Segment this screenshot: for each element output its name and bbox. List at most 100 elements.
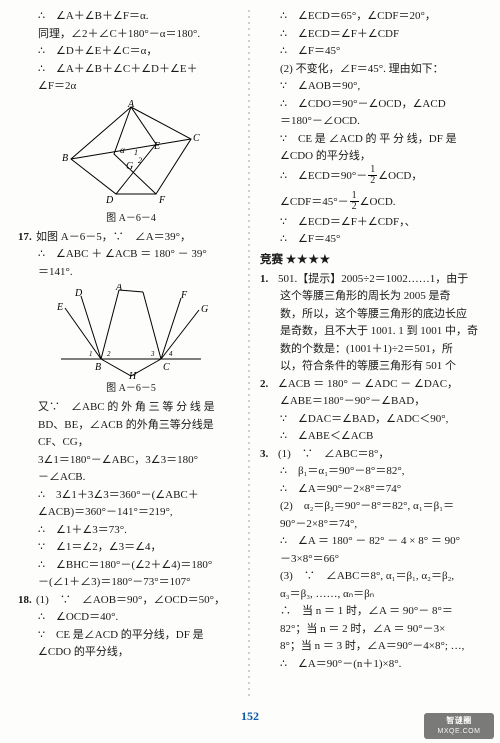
fig2-label-H: H — [128, 371, 137, 379]
fig2-label-4: 4 — [169, 350, 173, 358]
item-number: 17. — [18, 229, 36, 246]
text-line-frac: ∠CDF＝45°－12∠OCD. — [260, 192, 482, 213]
fig2-label-1: 1 — [89, 350, 93, 358]
fig1-label-D: D — [105, 195, 114, 206]
text-line: ∠ACB ＝ 180° － ∠ADC － ∠DAC， — [278, 378, 458, 390]
text-line: α₃＝β₃, ……, αₙ＝βₙ — [260, 586, 482, 603]
item-number: 2. — [260, 376, 278, 393]
fig1-label-B: B — [62, 153, 68, 164]
text-line: ∴ ∠A＝90°－2×8°＝74° — [260, 481, 482, 498]
contest-1: 1.501.【提示】2005÷2＝1002……1，由于 — [260, 271, 482, 288]
contest-2: 2.∠ACB ＝ 180° － ∠ADC － ∠DAC， — [260, 376, 482, 393]
text-line: 又∵ ∠ABC 的 外 角 三 等 分 线 是 — [18, 399, 244, 416]
text-line: ∴ ∠A＋∠B＋∠C＋∠D＋∠E＋ — [18, 61, 244, 78]
fig1-label-C: C — [193, 133, 200, 144]
text-fragment: ∴ ∠ECD＝90°－ — [280, 170, 367, 182]
text-line: ∴ β₁＝α₁＝90°－8°＝82°, — [260, 463, 482, 480]
text-fragment: ∠OCD， — [378, 170, 422, 182]
fig1-label-E: E — [153, 141, 160, 152]
text-line: (3) ∵ ∠ABC＝8°, α₁＝β₁, α₂＝β₂, — [260, 568, 482, 585]
text-line: 如图 A－6－5，∵ ∠A＝39°， — [36, 231, 191, 243]
fig2-label-B: B — [95, 362, 101, 373]
text-line: ＝141°. — [18, 264, 244, 281]
text-line: ∠ACB)＝360°－141°＝219°, — [18, 504, 244, 521]
text-line: ∴ ∠F＝45° — [260, 43, 482, 60]
text-line: 同理，∠2＋∠C＋180°－α＝180°. — [18, 26, 244, 43]
text-line-frac: ∴ ∠ECD＝90°－12∠OCD， — [260, 166, 482, 187]
text-line: BD、BE，∠ACB 的外角三等分线是 — [18, 417, 244, 434]
text-line: ∴ ∠ECD＝65°，∠CDF＝20°， — [260, 8, 482, 25]
text-line: ∵ ∠DAC＝∠BAD，∠ADC＜90°, — [260, 411, 482, 428]
text-line: ∴ ∠A ＝ 180° － 82° － 4 × 8° ＝ 90° — [260, 533, 482, 550]
fig1-label-alpha: α — [120, 145, 125, 155]
fig2-label-2: 2 — [107, 350, 111, 358]
text-line: ∴ ∠F＝45° — [260, 231, 482, 248]
page-content: ∴ ∠A＋∠B＋∠F＝α. 同理，∠2＋∠C＋180°－α＝180°. ∴ ∠D… — [0, 0, 500, 673]
text-line: －(∠1＋∠3)＝180°－73°＝107° — [18, 574, 244, 591]
text-line: ∴ ∠CDO＝90°－∠OCD，∠ACD — [260, 96, 482, 113]
text-line: ∵ ∠ECD＝∠F＋∠CDF，、 — [260, 214, 482, 231]
fig2-label-G: G — [201, 304, 208, 315]
fig1-label-F: F — [158, 195, 166, 206]
text-line: ∴ ∠A＋∠B＋∠F＝α. — [18, 8, 244, 25]
text-line: ∠CDO 的平分线， — [18, 644, 244, 661]
fig2-label-A: A — [115, 284, 123, 293]
text-line: 数，所以，这个等腰三角形的底边长应 — [260, 306, 482, 323]
text-line: ＝180°－∠OCD. — [260, 113, 482, 130]
contest-label: 竞赛 — [260, 254, 286, 266]
text-line: (1) ∵ ∠ABC＝8°， — [278, 448, 389, 460]
fig2-label-3: 3 — [150, 350, 155, 358]
text-line: ∴ ∠ABE＜∠ACB — [260, 428, 482, 445]
text-fragment: ∠CDF＝45°－ — [280, 196, 349, 208]
text-line: ∴ 当 n ＝ 1 时，∠A ＝ 90°－ 8°＝ — [260, 603, 482, 620]
text-line: 3∠1＝180°－∠ABC，3∠3＝180° — [18, 452, 244, 469]
figure-caption: 图 A－6－5 — [18, 381, 244, 396]
text-line: ∠CDO 的平分线， — [260, 148, 482, 165]
contest-heading: 竞赛 ★★★★ — [260, 252, 482, 269]
text-line: ∠F＝2α — [18, 78, 244, 95]
fig2-label-E: E — [56, 302, 63, 313]
contest-3: 3.(1) ∵ ∠ABC＝8°， — [260, 446, 482, 463]
text-line: ∴ ∠A＝90°－(n＋1)×8°. — [260, 656, 482, 673]
text-line: 数的个数是：(1001＋1)÷2＝501，所 — [260, 341, 482, 358]
text-line: 这个等腰三角形的周长为 2005 是奇 — [260, 288, 482, 305]
fraction-half: 12 — [368, 165, 377, 186]
text-line: ∵ ∠1＝∠2，∠3＝∠4， — [18, 539, 244, 556]
problem-18: 18.(1) ∵ ∠AOB＝90°，∠OCD＝50°， — [18, 592, 244, 609]
text-line: ∴ ∠BHC＝180°－(∠2＋∠4)＝180° — [18, 557, 244, 574]
text-line: －∠ACB. — [18, 469, 244, 486]
text-line: －3×8°＝66° — [260, 551, 482, 568]
text-line: ∴ 3∠1＋3∠3＝360°－(∠ABC＋ — [18, 487, 244, 504]
left-column: ∴ ∠A＋∠B＋∠F＝α. 同理，∠2＋∠C＋180°－α＝180°. ∴ ∠D… — [18, 8, 250, 673]
text-line: ∠ABE＝180°－90°－∠BAD， — [260, 393, 482, 410]
text-fragment: ∠OCD. — [360, 196, 396, 208]
text-line: 90°－2×8°＝74°, — [260, 516, 482, 533]
fig1-label-A: A — [127, 99, 135, 110]
fig2-label-F: F — [180, 290, 188, 301]
text-line: ∵ ∠AOB＝90°, — [260, 78, 482, 95]
stars-icon: ★★★★ — [286, 254, 331, 266]
fig1-label-G: G — [126, 161, 133, 172]
figure-a-6-4: A B C D E F G α 1 2 — [56, 99, 206, 209]
text-line: 82°；当 n ＝ 2 时，∠A ＝ 90°－3× — [260, 621, 482, 638]
text-line: (2) α₂＝β₂＝90°－8°＝82°, α₁＝β₁＝ — [260, 498, 482, 515]
text-line: ∴ ∠OCD＝40°. — [18, 609, 244, 626]
text-line: 501.【提示】2005÷2＝1002……1，由于 — [278, 273, 468, 285]
text-line: 是奇数，且不大于 1001. 1 到 1001 中，奇 — [260, 323, 482, 340]
problem-17: 17.如图 A－6－5，∵ ∠A＝39°， — [18, 229, 244, 246]
figure-a-6-5: A B C D E F G H 1 2 3 4 — [51, 284, 211, 379]
fig2-label-D: D — [74, 288, 83, 299]
watermark-badge: 智谜圈 MXQE.COM — [424, 713, 494, 739]
item-number: 1. — [260, 271, 278, 288]
text-line: ∴ ∠1＋∠3＝73°. — [18, 522, 244, 539]
text-line: (2) 不变化，∠F＝45°. 理由如下： — [260, 61, 482, 78]
item-number: 3. — [260, 446, 278, 463]
text-line: ∵ CE 是∠ACD 的平分线，DF 是 — [18, 627, 244, 644]
figure-caption: 图 A－6－4 — [18, 211, 244, 226]
text-line: ∴ ∠D＋∠E＋∠C＝α， — [18, 43, 244, 60]
fig1-label-2: 2 — [138, 156, 142, 165]
text-line: 以，符合条件的等腰三角形有 501 个 — [260, 358, 482, 375]
text-line: (1) ∵ ∠AOB＝90°，∠OCD＝50°， — [36, 594, 225, 606]
fraction-half: 12 — [350, 191, 359, 212]
text-line: 8°；当 n ＝ 3 时，∠A＝90°－4×8°; …, — [260, 638, 482, 655]
